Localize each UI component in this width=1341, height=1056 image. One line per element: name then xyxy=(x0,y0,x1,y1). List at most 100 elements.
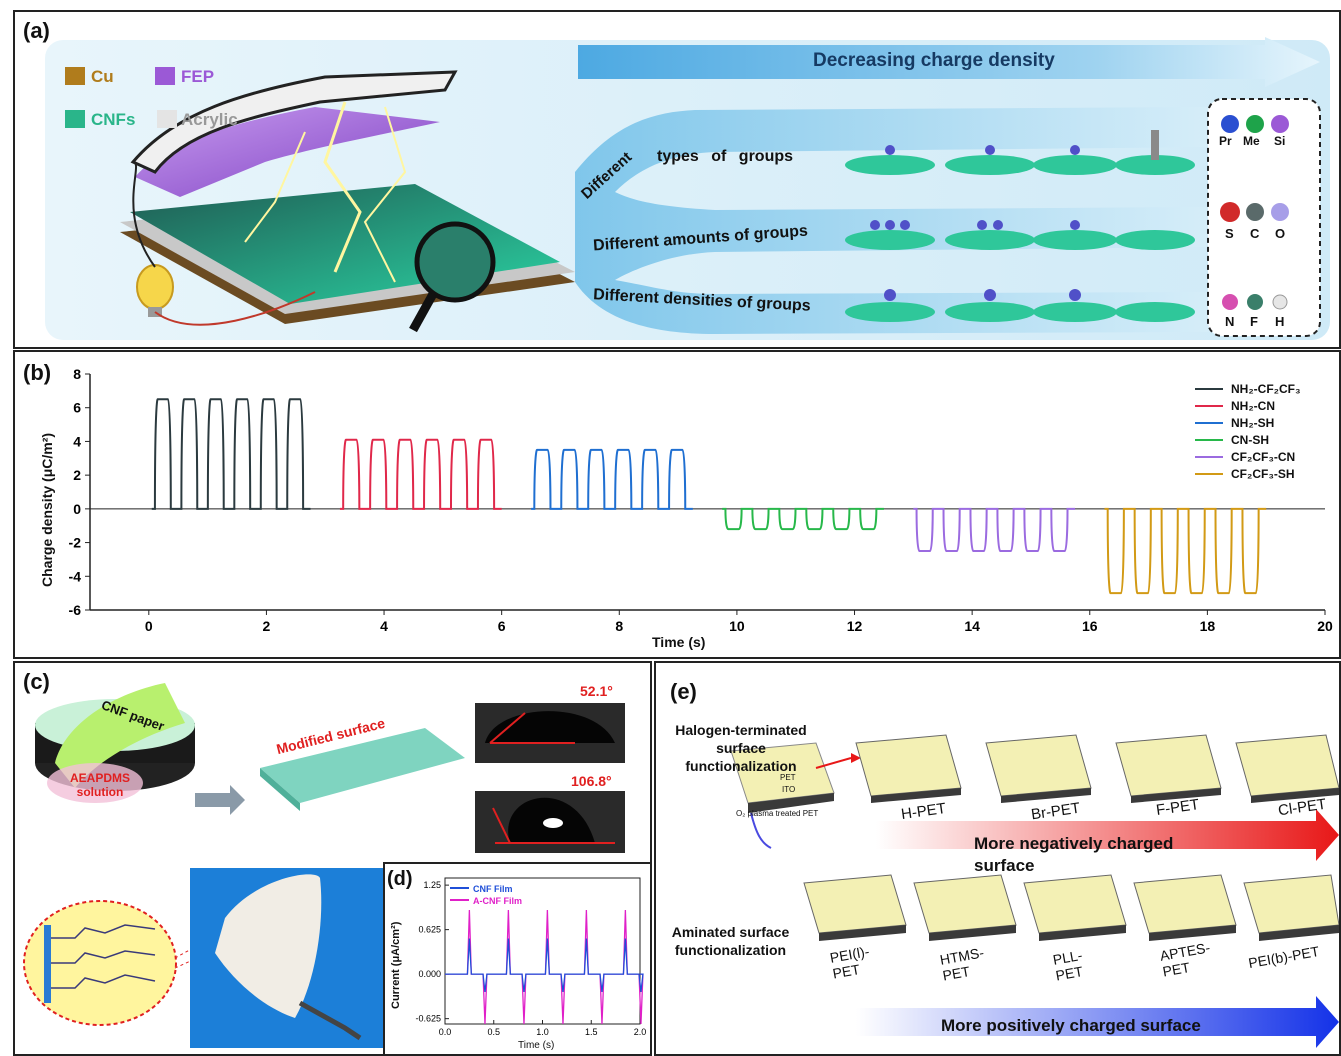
atom-legend-box xyxy=(1207,98,1321,337)
chart-b-xtick-label: 6 xyxy=(498,618,506,634)
chart-d-legend-label: A-CNF Film xyxy=(473,896,522,906)
atom-h: H xyxy=(1275,314,1285,329)
charge-density-chart: -6 -4 -2 0 2 4 6 8 0 2 4 6 8 10 12 14 16 18 20 xyxy=(69,366,1333,634)
atom-f: F xyxy=(1250,314,1258,329)
panel-b-label: (b) xyxy=(23,360,52,385)
amine-slabs xyxy=(803,874,1339,934)
legend-item: NH₂-SH xyxy=(1195,414,1301,431)
panel-e: (e) xyxy=(654,661,1341,1056)
chart-b-xtick-label: 0 xyxy=(145,618,153,634)
atom-n: N xyxy=(1225,314,1235,329)
legend-label: NH₂-CN xyxy=(1231,398,1275,413)
contact-angle-2: 106.8° xyxy=(571,773,612,789)
chart-b-ytick-label: -4 xyxy=(69,568,82,584)
chart-b-xtick-label: 14 xyxy=(964,618,980,634)
chart-d-series-1 xyxy=(445,910,644,1025)
contact-angle-1: 52.1° xyxy=(580,683,613,699)
decreasing-charge-text: Decreasing charge density xyxy=(813,50,1055,71)
legend-swatch xyxy=(1195,404,1223,407)
legend-label: NH₂-CF₂CF₃ xyxy=(1231,381,1301,396)
atom-s: S xyxy=(1225,226,1234,241)
legend-label: CN-SH xyxy=(1231,432,1269,447)
atom-o: O xyxy=(1275,226,1286,241)
halogen-text: Halogen-terminated surface functionaliza… xyxy=(675,722,807,774)
chart-d-ytick-label: -0.625 xyxy=(415,1014,441,1024)
positive-arrow-text: More positively charged surface xyxy=(941,1016,1201,1035)
chart-b-xtick-label: 10 xyxy=(729,618,745,634)
material-fep: FEP xyxy=(181,67,215,86)
chart-d-ylabel: Current (μA/cm²) xyxy=(390,921,402,1009)
atom-pr: Pr xyxy=(1219,134,1232,148)
chart-b-series-2 xyxy=(531,448,693,510)
panel-a-label: (a) xyxy=(23,18,50,43)
chart-b-xtick-label: 18 xyxy=(1200,618,1216,634)
current-chart: -0.625 0.000 0.625 1.25 0.0 0.5 1.0 1.5 2.0 CNF F… xyxy=(415,877,647,1037)
chart-b-ytick-label: -2 xyxy=(69,535,82,551)
chart-d-ytick-label: 0.000 xyxy=(418,969,441,979)
chart-d-xtick-label: 2.0 xyxy=(634,1027,647,1037)
panel-c-illustration xyxy=(23,683,625,1048)
decreasing-arrow xyxy=(578,37,1320,87)
panel-d: (d) -0.625 0.000 0.625 1.25 0.0 0.5 1.0 1.5 2.0 C… xyxy=(383,862,652,1056)
chart-b-legend: NH₂-CF₂CF₃ NH₂-CN NH₂-SH CN-SH CF₂CF₃-CN CF₂C… xyxy=(1195,380,1301,482)
material-cu: Cu xyxy=(91,67,114,86)
panel-b: (b) -6 -4 -2 0 2 4 6 8 0 2 4 6 8 10 12 14 16 18 20 Time (s… xyxy=(13,350,1341,659)
atom-spheres xyxy=(1220,115,1289,310)
chart-b-series-0 xyxy=(151,398,311,510)
atom-c: C xyxy=(1250,226,1260,241)
chart-b-series-1 xyxy=(339,438,502,510)
chart-b-xtick-label: 8 xyxy=(615,618,623,634)
legend-swatch xyxy=(1195,455,1223,458)
chart-d-xtick-label: 1.0 xyxy=(536,1027,549,1037)
material-cnfs: CNFs xyxy=(91,110,136,129)
chart-d-ytick-label: 1.25 xyxy=(423,880,441,890)
plasma-text: O₂ plasma treated PET xyxy=(736,809,819,818)
chart-b-xtick-label: 2 xyxy=(263,618,271,634)
chart-b-series-3 xyxy=(722,507,884,531)
chart-b-xlabel: Time (s) xyxy=(652,634,706,650)
chart-b-ytick-label: 8 xyxy=(73,366,81,382)
panel-d-label: (d) xyxy=(387,868,413,890)
legend-swatch xyxy=(1195,421,1223,424)
chart-b-ytick-label: 2 xyxy=(73,467,81,483)
legend-item: NH₂-CF₂CF₃ xyxy=(1195,380,1301,397)
chart-b-xtick-label: 12 xyxy=(847,618,863,634)
chart-b-xtick-label: 20 xyxy=(1317,618,1333,634)
pet-text: PET xyxy=(780,773,796,782)
panel-c: (c) CNF paper AEAPDMS solution Modifi xyxy=(13,661,652,1056)
legend-swatch xyxy=(1195,387,1223,390)
chart-b-ytick-label: -6 xyxy=(69,602,82,618)
chart-d-legend-label: CNF Film xyxy=(473,884,513,894)
chart-d-xtick-label: 0.5 xyxy=(487,1027,500,1037)
teng-device xyxy=(120,70,575,333)
panel-a-illustration xyxy=(45,37,1330,340)
chart-d-ytick-label: 0.625 xyxy=(418,925,441,935)
panel-e-illustration xyxy=(730,734,1339,1048)
panel-c-label: (c) xyxy=(23,669,50,694)
amine-text: Aminated surface functionalization xyxy=(671,924,790,958)
molecules xyxy=(870,130,1159,301)
chart-d-xtick-label: 0.0 xyxy=(439,1027,452,1037)
negative-arrow-text: More negatively charged surface xyxy=(974,834,1174,875)
legend-item: CN-SH xyxy=(1195,431,1301,448)
branch-shape xyxy=(575,107,1215,334)
legend-label: CF₂CF₃-CN xyxy=(1231,449,1296,464)
legend-item: NH₂-CN xyxy=(1195,397,1301,414)
chart-b-xtick-label: 4 xyxy=(380,618,388,634)
chart-d-xtick-label: 1.5 xyxy=(585,1027,598,1037)
aeapdms-label: AEAPDMS solution xyxy=(69,771,130,799)
chart-b-series-5 xyxy=(1104,507,1267,595)
panel-e-label: (e) xyxy=(670,679,697,704)
panel-a: (a) xyxy=(13,10,1341,349)
material-acrylic: Acrylic xyxy=(181,110,238,129)
chart-b-ytick-label: 4 xyxy=(73,433,81,449)
ito-text: ITO xyxy=(782,785,796,794)
legend-item: CF₂CF₃-SH xyxy=(1195,465,1301,482)
legend-label: CF₂CF₃-SH xyxy=(1231,466,1295,481)
chart-b-ytick-label: 6 xyxy=(73,400,81,416)
atom-si: Si xyxy=(1274,134,1286,148)
chart-d-xlabel: Time (s) xyxy=(518,1040,555,1051)
negative-arrow xyxy=(876,809,1339,861)
legend-item: CF₂CF₃-CN xyxy=(1195,448,1301,465)
positive-arrow xyxy=(856,996,1339,1048)
